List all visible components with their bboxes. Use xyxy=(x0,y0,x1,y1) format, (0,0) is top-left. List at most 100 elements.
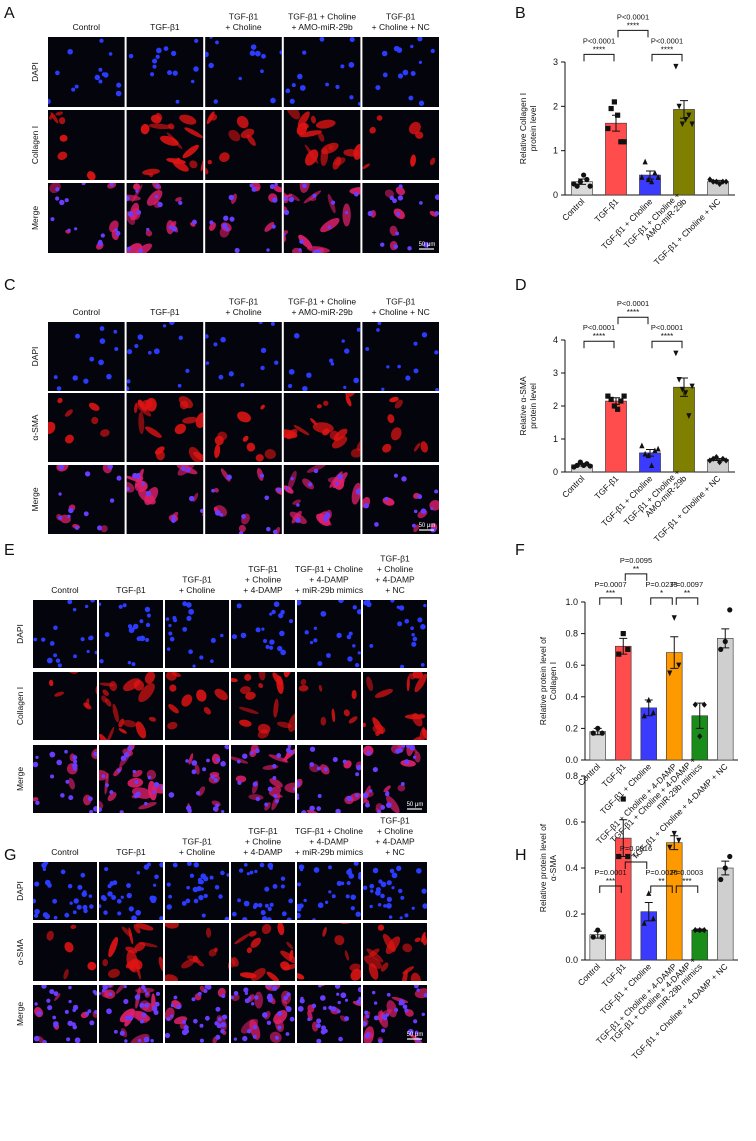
nucleus xyxy=(285,88,291,94)
nucleus xyxy=(83,511,89,517)
micrograph xyxy=(297,985,361,1043)
nucleus xyxy=(283,209,290,216)
stain xyxy=(131,184,143,203)
column-header-line: + miR-29b mimics xyxy=(295,847,363,857)
micrograph xyxy=(205,322,282,391)
nucleus xyxy=(423,992,427,998)
nucleus xyxy=(166,647,171,651)
nucleus xyxy=(171,226,178,232)
nucleus xyxy=(98,359,104,366)
y-tick-label: 0.6 xyxy=(565,660,578,670)
nucleus xyxy=(181,466,186,472)
nucleus xyxy=(243,987,249,993)
micrograph-content xyxy=(102,923,163,980)
nucleus xyxy=(67,1020,73,1027)
nucleus xyxy=(136,871,141,875)
data-point xyxy=(689,383,695,390)
nucleus xyxy=(290,477,294,481)
stain xyxy=(298,234,313,249)
stain xyxy=(33,797,39,802)
stain xyxy=(351,689,357,700)
nucleus xyxy=(115,90,122,97)
stain xyxy=(54,691,65,697)
column-header: TGF-β1 + Choline + 4-DAMP + NC xyxy=(375,554,415,596)
stain xyxy=(383,785,391,793)
nucleus xyxy=(344,998,349,1002)
column-header-line: + NC xyxy=(385,585,405,595)
error-bar xyxy=(680,377,688,397)
stain xyxy=(245,691,256,700)
data-point xyxy=(701,927,707,934)
nucleus xyxy=(168,623,172,628)
column-header-line: TGF-β1 xyxy=(380,554,410,564)
nucleus xyxy=(101,988,106,993)
y-tick-label: 3 xyxy=(553,57,558,67)
stain xyxy=(138,683,155,703)
nucleus xyxy=(115,230,121,236)
column-header: TGF-β1 xyxy=(150,22,180,32)
nucleus xyxy=(341,339,345,343)
nucleus xyxy=(159,862,163,868)
nucleus xyxy=(220,1022,226,1028)
nucleus xyxy=(141,1012,147,1018)
nucleus xyxy=(135,189,139,193)
y-tick-label: 0 xyxy=(553,467,558,477)
row-label: α-SMA xyxy=(15,939,25,965)
nucleus xyxy=(224,916,229,920)
micrograph xyxy=(363,862,427,920)
nucleus xyxy=(255,796,261,802)
column-header: TGF-β1 + Choline + NC xyxy=(372,297,430,318)
micrograph xyxy=(126,183,204,253)
stain xyxy=(138,411,145,435)
nucleus xyxy=(231,634,238,640)
nucleus xyxy=(124,1039,128,1043)
nucleus xyxy=(363,503,370,509)
panel-letter: A xyxy=(4,5,15,22)
column-header-line: + Choline xyxy=(225,22,261,32)
nucleus xyxy=(270,97,276,104)
nucleus xyxy=(409,745,416,751)
data-point xyxy=(692,701,698,708)
nucleus xyxy=(138,248,144,253)
nucleus xyxy=(218,894,223,899)
data-point xyxy=(605,125,611,132)
nucleus xyxy=(72,1024,78,1030)
data-point xyxy=(671,615,677,621)
nucleus xyxy=(215,1006,221,1012)
nucleus xyxy=(75,525,79,530)
stain xyxy=(55,111,64,116)
column-header-line: + AMO-miR-29b xyxy=(292,307,353,317)
nucleus xyxy=(185,805,192,811)
nucleus xyxy=(57,663,62,668)
micrograph-content xyxy=(297,862,361,920)
nucleus xyxy=(377,902,382,907)
nucleus xyxy=(349,37,355,43)
nucleus xyxy=(64,749,68,754)
nucleus xyxy=(72,755,78,760)
nucleus xyxy=(288,619,294,624)
stain xyxy=(181,694,193,707)
nucleus xyxy=(276,753,282,758)
stain xyxy=(402,943,413,953)
data-point xyxy=(621,393,627,399)
nucleus xyxy=(297,600,302,606)
nucleus xyxy=(33,637,38,642)
nucleus xyxy=(264,886,270,892)
nucleus xyxy=(269,184,275,190)
nucleus xyxy=(355,488,361,495)
nucleus xyxy=(131,662,136,667)
nucleus xyxy=(276,487,282,493)
nucleus xyxy=(94,74,101,81)
nucleus xyxy=(186,615,192,621)
nucleus xyxy=(154,874,159,880)
nucleus xyxy=(103,910,108,915)
nucleus xyxy=(191,219,197,225)
nucleus xyxy=(252,1024,258,1030)
data-point xyxy=(574,462,580,468)
nucleus xyxy=(134,780,139,784)
nucleus xyxy=(330,200,336,205)
nucleus xyxy=(400,745,406,748)
stain xyxy=(318,684,323,692)
stain xyxy=(244,673,252,681)
